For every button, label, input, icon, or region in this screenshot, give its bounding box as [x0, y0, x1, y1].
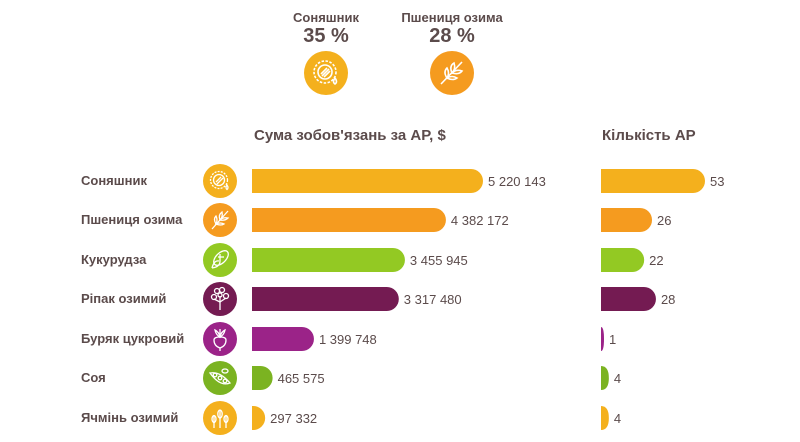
- count-value-label: 4: [614, 371, 621, 386]
- count-bar: [601, 169, 705, 193]
- count-bar: [601, 287, 656, 311]
- row-label: Соняшник: [81, 173, 147, 188]
- top-item-label: Пшениця озима: [401, 10, 503, 25]
- amount-bar: [252, 406, 266, 430]
- amount-column-title: Сума зобов'язань за АР, $: [254, 127, 446, 144]
- amount-bar: [252, 208, 446, 232]
- soybean-icon: [203, 361, 237, 395]
- row-label: Соя: [81, 370, 106, 385]
- top-item-sunflower: Соняшник 35 %: [256, 10, 396, 95]
- count-value-label: 1: [609, 332, 616, 347]
- row-label: Буряк цукровий: [81, 331, 185, 346]
- amount-value-label: 465 575: [278, 371, 325, 386]
- barley-icon: [203, 401, 237, 435]
- wheat-icon: [203, 203, 237, 237]
- count-value-label: 22: [649, 253, 663, 268]
- count-bar: [601, 248, 645, 272]
- amount-bar: [252, 366, 273, 390]
- amount-bar: [252, 327, 314, 351]
- sunflower-icon: [203, 164, 237, 198]
- amount-value-label: 3 317 480: [404, 292, 462, 307]
- count-bar: [601, 406, 609, 430]
- count-bar: [601, 366, 609, 390]
- amount-value-label: 297 332: [270, 411, 317, 426]
- wheat-icon: [430, 51, 474, 95]
- count-bar: [601, 208, 653, 232]
- top-item-percent: 28 %: [429, 25, 475, 47]
- sunflower-icon: [304, 51, 348, 95]
- corn-icon: [203, 243, 237, 277]
- row-label: Пшениця озима: [81, 212, 183, 227]
- count-column-title: Кількість АР: [602, 127, 696, 144]
- count-bar: [601, 327, 604, 351]
- amount-value-label: 4 382 172: [451, 213, 509, 228]
- row-label: Ячмінь озимий: [81, 410, 179, 425]
- count-value-label: 4: [614, 411, 621, 426]
- rapeseed-icon: [203, 282, 237, 316]
- row-label: Ріпак озимий: [81, 291, 167, 306]
- amount-bar: [252, 169, 483, 193]
- beet-icon: [203, 322, 237, 356]
- top-item-label: Соняшник: [293, 10, 359, 25]
- amount-value-label: 1 399 748: [319, 332, 377, 347]
- top-item-percent: 35 %: [303, 25, 349, 47]
- top-item-wheat: Пшениця озима 28 %: [382, 10, 522, 95]
- amount-value-label: 3 455 945: [410, 253, 468, 268]
- count-value-label: 26: [657, 213, 671, 228]
- count-value-label: 28: [661, 292, 675, 307]
- amount-value-label: 5 220 143: [488, 174, 546, 189]
- count-value-label: 53: [710, 174, 724, 189]
- row-label: Кукурудза: [81, 252, 147, 267]
- amount-bar: [252, 248, 405, 272]
- amount-bar: [252, 287, 399, 311]
